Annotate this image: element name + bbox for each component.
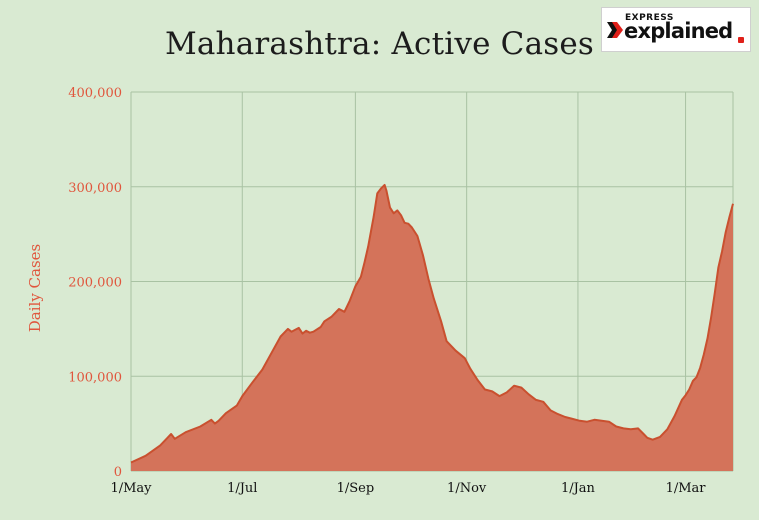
x-tick-label: 1/Jan [561,481,596,496]
logo-explained-text: explained [624,19,733,43]
y-tick-label: 200,000 [68,276,122,291]
y-tick-label: 100,000 [68,370,122,385]
x-tick-labels: 1/May 1/Jul 1/Sep 1/Nov 1/Jan 1/Mar [110,481,706,496]
express-explained-logo: EXPRESS explained [601,7,751,52]
active-cases-area [131,184,733,471]
logo-red-dot [738,37,744,43]
x-tick-label: 1/Sep [337,481,375,496]
y-tick-label: 0 [114,465,122,480]
express-logo-icon [607,22,623,38]
active-cases-line [130,183,734,464]
x-tick-label: 1/Mar [666,481,707,496]
chart-title: Maharashtra: Active Cases [164,26,595,62]
series-layer [130,183,734,471]
logo-express-text: EXPRESS [625,13,674,23]
y-tick-labels: 0 100,000 200,000 300,000 400,000 [68,86,122,480]
x-tick-label: 1/Nov [447,481,487,496]
x-tick-label: 1/Jul [227,481,257,496]
y-tick-label: 400,000 [68,86,122,101]
y-tick-label: 300,000 [68,181,122,196]
x-tick-label: 1/May [110,481,152,496]
